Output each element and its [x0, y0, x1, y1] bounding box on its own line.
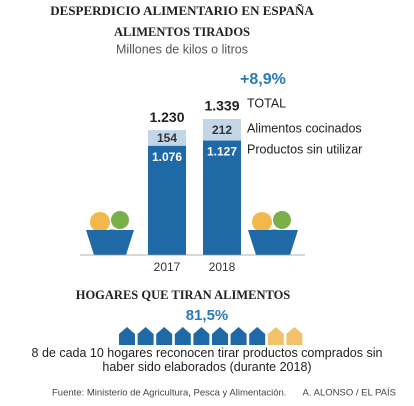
- x-tick-label: 2017: [154, 260, 181, 274]
- chart-subtitle: ALIMENTOS TIRADOS: [114, 25, 250, 39]
- bar-segment: [203, 140, 241, 255]
- house-icon: [137, 327, 154, 345]
- chart-title: DESPERDICIO ALIMENTARIO EN ESPAÑA: [50, 3, 314, 18]
- house-icon: [174, 327, 191, 345]
- value-label: 154: [157, 131, 177, 145]
- bar-segment: [148, 130, 186, 146]
- house-icon: [119, 327, 135, 345]
- house-icon: [249, 327, 266, 345]
- house-icon: [212, 327, 228, 345]
- total-label: 1.339: [204, 98, 239, 114]
- house-icon: [156, 327, 173, 345]
- source: Fuente: Ministerio de Agricultura, Pesca…: [52, 388, 286, 399]
- bar-segment: [148, 145, 186, 255]
- house-icon: [230, 327, 247, 345]
- fruit-basket-left: [86, 211, 134, 255]
- legend-label: Productos sin utilizar: [247, 142, 362, 156]
- value-label: 212: [212, 123, 232, 137]
- credit: A. ALONSO / EL PAÍS: [303, 388, 396, 399]
- legend-label: Alimentos cocinados: [247, 121, 362, 135]
- value-label: 1.076: [152, 150, 182, 164]
- x-tick-label: 2018: [209, 260, 236, 274]
- households-title: HOGARES QUE TIRAN ALIMENTOS: [76, 288, 291, 302]
- house-icon: [286, 327, 303, 345]
- households-text: 8 de cada 10 hogares reconocen tirar pro…: [31, 346, 383, 374]
- house-icon: [267, 327, 284, 345]
- bar-segment: [203, 119, 241, 141]
- legend-total: TOTAL: [247, 96, 286, 110]
- households-share: 81,5%: [186, 307, 229, 324]
- unit-label: Millones de kilos o litros: [116, 42, 248, 56]
- total-label: 1.230: [149, 109, 184, 125]
- fruit-basket-right: [248, 211, 298, 255]
- value-label: 1.127: [207, 145, 237, 159]
- house-icon: [193, 327, 210, 345]
- change-label: +8,9%: [240, 71, 286, 88]
